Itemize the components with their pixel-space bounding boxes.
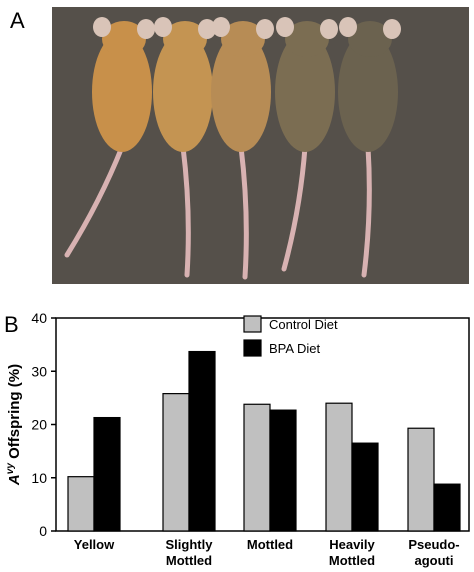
mouse-body — [338, 32, 398, 152]
bar-chart: 0 10 20 30 40 Avy Offspring (%) Yellow Slightl… — [5, 310, 470, 568]
mice-group — [64, 17, 401, 280]
mouse-ear — [276, 17, 294, 37]
mouse-head — [285, 21, 329, 57]
mouse-tail — [180, 144, 191, 278]
mouse-ear — [137, 19, 155, 39]
x-tick-label: Yellow — [74, 537, 115, 552]
x-tick-label: Mottled — [247, 537, 293, 552]
bar — [188, 350, 216, 532]
bar — [93, 416, 121, 532]
panel-label-b: B — [4, 312, 19, 337]
x-tick-label: Slightly — [166, 537, 214, 552]
bar — [407, 427, 435, 532]
bar — [67, 476, 95, 532]
mouse-tail — [64, 144, 125, 258]
x-tick-label: Heavily — [329, 537, 375, 552]
y-tick-label: 40 — [31, 310, 47, 326]
y-axis-title: Avy Offspring (%) — [5, 364, 23, 486]
chart-axes: 0 10 20 30 40 — [31, 310, 470, 539]
x-tick-label: agouti — [415, 553, 454, 568]
mouse-ear — [212, 17, 230, 37]
y-axis-title-prefix: A — [6, 474, 23, 486]
legend-swatch — [243, 315, 262, 333]
mouse-body — [153, 32, 213, 152]
x-tick-label: Mottled — [166, 553, 212, 568]
y-tick-label: 20 — [31, 417, 47, 433]
y-tick-label: 10 — [31, 470, 47, 486]
mouse-ear — [256, 19, 274, 39]
mouse-head — [163, 21, 207, 57]
x-tick-label: Mottled — [329, 553, 375, 568]
x-tick-label: Pseudo- — [408, 537, 459, 552]
mouse — [338, 17, 401, 278]
y-axis-title-suffix: Offspring (%) — [6, 364, 23, 463]
bar — [269, 409, 297, 532]
mouse-tail — [361, 144, 372, 278]
mouse-ear — [320, 19, 338, 39]
mouse-body — [92, 32, 152, 152]
mouse-ear — [339, 17, 357, 37]
mouse-tail — [281, 144, 308, 272]
y-axis-title-superscript: vy — [5, 463, 16, 475]
legend-label: BPA Diet — [269, 341, 320, 356]
mice-photo — [52, 7, 469, 284]
mouse — [275, 17, 338, 272]
mouse-tail — [238, 144, 249, 280]
chart-bars — [67, 350, 461, 532]
bar — [243, 403, 271, 532]
mouse — [64, 17, 155, 258]
legend-swatch — [243, 339, 262, 357]
panel-label-a: A — [10, 8, 25, 33]
mouse — [153, 17, 216, 278]
mouse — [211, 17, 274, 280]
mouse-ear — [93, 17, 111, 37]
bar — [162, 393, 190, 532]
mouse-ear — [198, 19, 216, 39]
mouse-head — [221, 21, 265, 57]
mouse-ear — [383, 19, 401, 39]
mouse-head — [102, 21, 146, 57]
bar — [325, 402, 353, 532]
chart-labels: Avy Offspring (%)Yellow SlightlyMottledMo… — [5, 364, 460, 568]
mouse-head — [348, 21, 392, 57]
chart-legend: Control Diet BPA Diet — [243, 315, 338, 357]
mouse-body — [211, 32, 271, 152]
mouse-ear — [154, 17, 172, 37]
bar — [351, 442, 379, 532]
y-tick-label: 0 — [39, 523, 47, 539]
mouse-body — [275, 32, 335, 152]
legend-label: Control Diet — [269, 317, 338, 332]
bar — [433, 483, 461, 532]
y-tick-label: 30 — [31, 363, 47, 379]
